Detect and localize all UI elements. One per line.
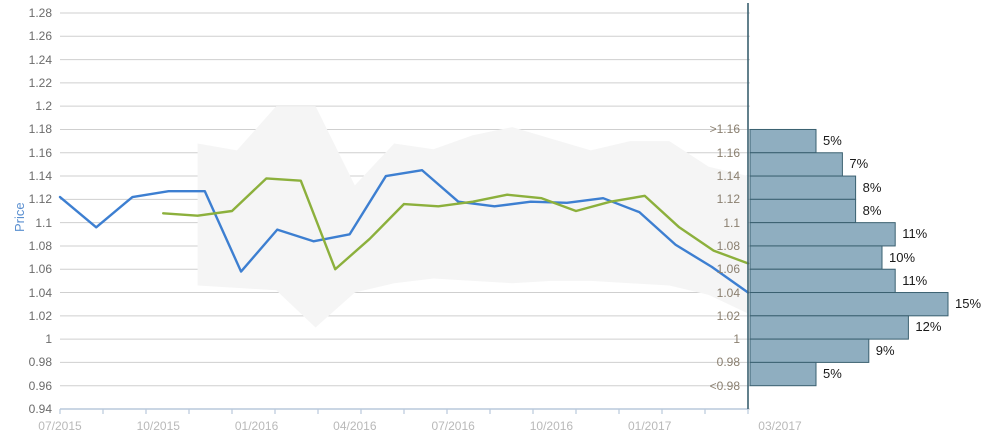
axis-lines [59,3,749,414]
histogram-bin-label: 1.06 [716,262,740,277]
histogram-bin-label: 1.14 [716,169,740,184]
histogram-bar-value: 7% [849,156,869,172]
y-tick-label: 1 [45,332,52,347]
y-tick-label: 1.28 [28,6,52,20]
histogram-bin-label: 1.04 [716,285,740,300]
y-tick-label: 1.26 [28,29,52,44]
histogram-bar-value: 5% [823,366,842,382]
y-tick-label: 1.2 [35,99,52,114]
y-tick-label: 1.22 [28,75,52,90]
uncertainty-band [197,106,749,328]
x-tick-label: 03/2017 [758,419,802,433]
y-tick-label: 1.24 [28,52,52,67]
x-tick-label: 01/2017 [628,419,672,433]
y-tick-label: 1.06 [28,262,52,277]
y-tick-label: 1.14 [28,169,52,184]
histogram-bar-value: 12% [915,319,942,335]
histogram-bin-label: <0.98 [709,378,740,393]
histogram-bar-value: 11% [902,272,928,288]
x-tick-label: 07/2016 [431,419,475,433]
y-tick-label: 1.16 [28,145,52,160]
x-tick-label: 10/2016 [529,419,574,433]
histogram-bar-value: 5% [823,133,842,149]
y-tick-label: 1.08 [28,238,52,253]
x-tick-label: 04/2016 [333,419,377,433]
y-tick-label: 1.04 [28,285,52,300]
histogram-bin-label: >1.16 [709,122,740,137]
y-tick-label: 0.96 [28,378,52,393]
histogram-bar-value: 15% [955,296,982,312]
histogram-bin-label: 1.16 [716,145,740,160]
y-tick-label: 1.1 [35,215,52,230]
histogram-bin-label: 1.08 [716,238,740,253]
histogram-bin-label: 1 [733,332,740,347]
y-tick-label: 0.98 [28,355,52,370]
histogram-bin-label: 0.98 [716,355,740,370]
y-tick-label: 1.18 [28,122,52,137]
histogram-bin-label: 1.1 [723,215,740,230]
series-lines [58,169,750,294]
histogram-bar-value: 8% [862,203,882,218]
histogram-bar-value: 8% [862,179,882,195]
x-tick-label: 10/2015 [136,419,180,433]
histogram-bin-label: 1.12 [716,192,740,207]
y-tick-label: 0.94 [28,402,52,416]
histogram-bin-label: 1.02 [716,308,740,323]
x-tick-label: 07/2015 [38,419,82,433]
histogram-bar-value: 9% [875,342,895,358]
histogram-bar-value: 10% [889,249,916,265]
x-tick-label: 01/2016 [234,419,279,433]
histogram-bar-value: 11% [902,226,928,242]
y-tick-label: 1.02 [28,308,52,323]
y-tick-label: 1.12 [28,192,52,207]
histogram-bars [749,128,949,387]
